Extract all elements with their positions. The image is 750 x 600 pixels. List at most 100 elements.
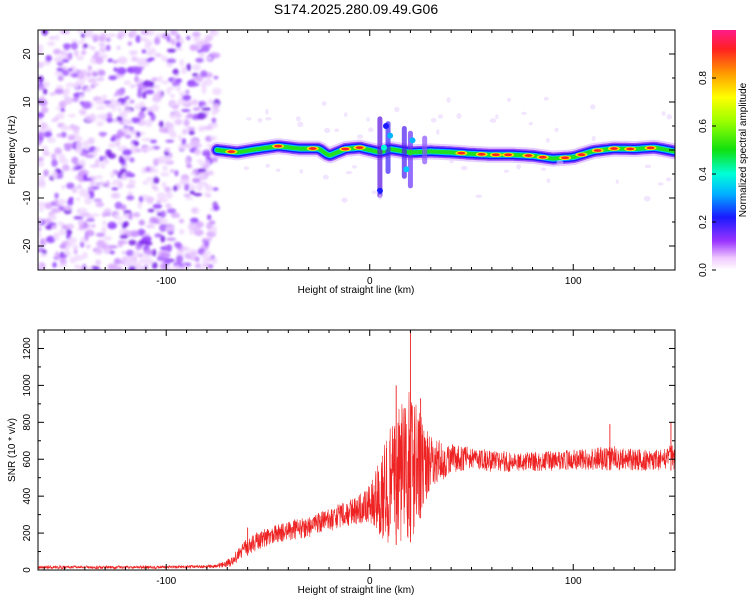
noise-blob <box>105 180 110 189</box>
noise-blob <box>87 44 93 49</box>
noise-blob <box>59 244 67 249</box>
noise-blob <box>140 30 149 36</box>
noise-blob <box>169 113 176 120</box>
y-tick-label: 0 <box>22 567 33 573</box>
noise-blob <box>94 158 100 167</box>
noise-blob <box>108 143 117 148</box>
noise-blob <box>200 70 208 78</box>
noise-blob <box>202 165 210 169</box>
noise-blob <box>88 229 94 236</box>
noise-blob <box>89 113 96 120</box>
noise-blob <box>120 110 126 115</box>
noise-blob <box>78 71 88 77</box>
ridge-hot-red <box>227 150 236 154</box>
noise-blob <box>76 141 83 150</box>
noise-blob <box>212 204 220 211</box>
colorbar-tick-label: 0.8 <box>698 71 709 85</box>
noise-blob <box>92 34 100 41</box>
noise-blob <box>96 200 101 207</box>
noise-blob <box>38 112 45 119</box>
noise-blob <box>195 41 205 48</box>
noise-blob <box>51 153 57 160</box>
noise-blob <box>158 75 163 83</box>
noise-blob <box>136 131 141 138</box>
noise-blob <box>190 139 200 148</box>
faint-dot <box>506 97 512 102</box>
noise-blob <box>44 130 53 138</box>
noise-blob <box>203 237 213 241</box>
noise-blob <box>187 126 196 131</box>
noise-blob <box>194 263 202 269</box>
noise-blob <box>38 181 44 188</box>
noise-blob <box>38 161 45 168</box>
noise-blob <box>58 158 69 164</box>
noise-blob <box>57 221 65 226</box>
noise-blob <box>174 170 179 177</box>
noise-blob <box>196 221 204 228</box>
noise-blob <box>84 87 92 93</box>
noise-blob <box>53 232 60 241</box>
faint-dot <box>356 134 364 139</box>
colorbar-label: Normalized spectral amplitude <box>738 82 749 217</box>
noise-blob <box>98 99 105 106</box>
noise-blob <box>212 87 222 96</box>
noise-blob <box>51 207 61 214</box>
noise-blob <box>207 214 212 221</box>
noise-blob <box>188 229 195 235</box>
noise-blob <box>206 256 213 262</box>
noise-blob <box>192 64 201 71</box>
noise-blob <box>122 119 133 126</box>
noise-blob <box>95 106 106 110</box>
noise-blob <box>97 69 106 77</box>
noise-blob <box>169 93 175 99</box>
faint-dot <box>644 164 652 169</box>
x-tick-label: 100 <box>565 576 582 587</box>
snr-xlabel: Height of straight line (km) <box>298 585 415 596</box>
noise-blob <box>192 177 201 184</box>
noise-blob <box>79 152 88 157</box>
noise-blob <box>128 212 133 221</box>
noise-blob <box>38 44 44 52</box>
noise-blob <box>38 231 42 239</box>
noise-blob <box>74 254 84 261</box>
noise-blob <box>38 217 43 225</box>
noise-blob <box>206 222 213 230</box>
noise-blob <box>114 265 123 270</box>
noise-blob <box>178 218 185 224</box>
noise-blob <box>116 67 127 75</box>
noise-blob <box>166 35 171 43</box>
faint-dot <box>643 195 651 202</box>
noise-blob <box>121 127 131 133</box>
noise-blob <box>38 201 46 207</box>
noise-blob <box>54 88 64 95</box>
noise-blob <box>130 117 141 124</box>
noise-blob <box>70 125 81 131</box>
noise-blob <box>132 212 141 218</box>
noise-blob <box>98 180 106 187</box>
noise-blob <box>107 245 118 249</box>
noise-blob <box>200 81 207 89</box>
noise-blob <box>211 117 217 124</box>
faint-dot <box>299 169 304 174</box>
noise-blob <box>141 235 152 243</box>
noise-blob <box>156 199 162 205</box>
noise-blob <box>82 221 88 229</box>
noise-blob <box>65 82 76 88</box>
colorbar-tick-label: 0.2 <box>698 215 709 229</box>
noise-blob <box>73 129 80 137</box>
noise-blob <box>95 146 101 152</box>
x-tick-label: 0 <box>367 276 373 287</box>
faint-dot <box>528 121 533 126</box>
noise-blob <box>52 262 57 268</box>
noise-blob <box>167 129 176 135</box>
noise-blob <box>89 181 96 185</box>
noise-blob <box>81 101 92 110</box>
noise-blob <box>156 192 167 200</box>
noise-blob <box>145 258 154 265</box>
faint-dot <box>345 170 353 175</box>
faint-dot <box>430 117 437 123</box>
noise-blob <box>159 93 164 99</box>
burst-spot <box>387 132 394 139</box>
noise-blob <box>107 153 117 159</box>
noise-blob <box>116 107 122 112</box>
